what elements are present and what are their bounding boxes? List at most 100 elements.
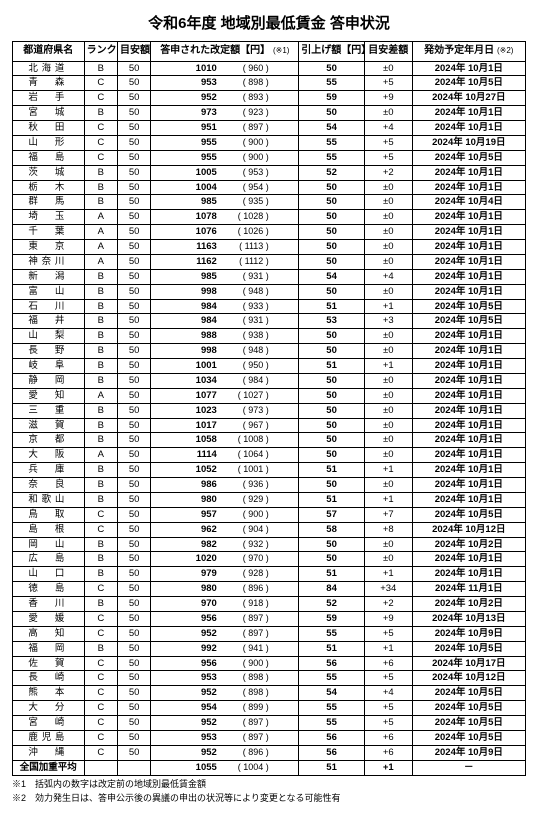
- cell-pref: 愛 媛: [13, 611, 85, 626]
- cell-raise: 50: [299, 195, 365, 210]
- cell-diff: ±0: [364, 106, 412, 121]
- table-row: 岐 阜B501001( 950 )51+12024年 10月1日: [13, 359, 526, 374]
- cell-date: 2024年 10月1日: [412, 344, 525, 359]
- cell-diff: +8: [364, 522, 412, 537]
- cell-date: 2024年 10月5日: [412, 299, 525, 314]
- cell-meyasu: 50: [117, 567, 150, 582]
- cell-raise: 59: [299, 611, 365, 626]
- cell-date: 2024年 10月9日: [412, 626, 525, 641]
- cell-pref: 山 口: [13, 567, 85, 582]
- cell-rank: B: [84, 403, 117, 418]
- cell-date: 2024年 10月1日: [412, 552, 525, 567]
- table-row: 東 京A501163( 1113 )50±02024年 10月1日: [13, 240, 526, 255]
- cell-revised: 956( 900 ): [151, 656, 299, 671]
- cell-avg-diff: +1: [364, 760, 412, 775]
- cell-meyasu: 50: [117, 135, 150, 150]
- cell-raise: 55: [299, 626, 365, 641]
- cell-meyasu: 50: [117, 463, 150, 478]
- cell-rank: B: [84, 314, 117, 329]
- cell-raise: 54: [299, 269, 365, 284]
- cell-rank: B: [84, 269, 117, 284]
- cell-rank: B: [84, 537, 117, 552]
- cell-rank: C: [84, 582, 117, 597]
- cell-meyasu: 50: [117, 299, 150, 314]
- cell-diff: ±0: [364, 373, 412, 388]
- cell-rank: C: [84, 76, 117, 91]
- cell-meyasu: 50: [117, 61, 150, 76]
- cell-date: 2024年 10月1日: [412, 240, 525, 255]
- table-row: 熊 本C50952( 898 )54+42024年 10月5日: [13, 686, 526, 701]
- cell-raise: 50: [299, 240, 365, 255]
- cell-rank: B: [84, 567, 117, 582]
- cell-date: 2024年 10月1日: [412, 373, 525, 388]
- cell-rank: B: [84, 165, 117, 180]
- cell-revised: 962( 904 ): [151, 522, 299, 537]
- cell-diff: +5: [364, 135, 412, 150]
- cell-revised: 1020( 970 ): [151, 552, 299, 567]
- table-row: 岩 手C50952( 893 )59+92024年 10月27日: [13, 91, 526, 106]
- cell-rank: B: [84, 373, 117, 388]
- cell-diff: +5: [364, 150, 412, 165]
- cell-rank: B: [84, 344, 117, 359]
- cell-meyasu: 50: [117, 641, 150, 656]
- cell-revised: 953( 897 ): [151, 730, 299, 745]
- cell-revised: 1005( 953 ): [151, 165, 299, 180]
- cell-pref: 静 岡: [13, 373, 85, 388]
- cell-pref: 北海道: [13, 61, 85, 76]
- header-row: 都道府県名 ランク 目安額 答申された改定額【円】 (※1) 引上げ額【円】 目…: [13, 42, 526, 62]
- cell-date: 2024年 10月1日: [412, 225, 525, 240]
- cell-diff: +5: [364, 671, 412, 686]
- cell-pref: 山 梨: [13, 329, 85, 344]
- table-row: 香 川B50970( 918 )52+22024年 10月2日: [13, 597, 526, 612]
- table-row: 京 都B501058( 1008 )50±02024年 10月1日: [13, 433, 526, 448]
- cell-pref: 徳 島: [13, 582, 85, 597]
- cell-raise: 56: [299, 656, 365, 671]
- cell-rank: C: [84, 701, 117, 716]
- cell-revised: 970( 918 ): [151, 597, 299, 612]
- cell-diff: +6: [364, 656, 412, 671]
- cell-pref: 熊 本: [13, 686, 85, 701]
- cell-meyasu: 50: [117, 284, 150, 299]
- cell-pref: 大 阪: [13, 448, 85, 463]
- cell-meyasu: 50: [117, 91, 150, 106]
- cell-diff: +4: [364, 121, 412, 136]
- th-revised: 答申された改定額【円】 (※1): [151, 42, 299, 62]
- cell-revised: 1004( 954 ): [151, 180, 299, 195]
- cell-revised: 988( 938 ): [151, 329, 299, 344]
- cell-pref: 福 井: [13, 314, 85, 329]
- cell-meyasu: 50: [117, 745, 150, 760]
- cell-diff: +1: [364, 299, 412, 314]
- cell-meyasu: 50: [117, 388, 150, 403]
- cell-revised: 1078( 1028 ): [151, 210, 299, 225]
- cell-diff: ±0: [364, 254, 412, 269]
- cell-rank: B: [84, 492, 117, 507]
- table-row: 大 阪A501114( 1064 )50±02024年 10月1日: [13, 448, 526, 463]
- cell-diff: ±0: [364, 537, 412, 552]
- cell-revised: 998( 948 ): [151, 344, 299, 359]
- cell-revised: 1163( 1113 ): [151, 240, 299, 255]
- cell-date: 2024年 10月13日: [412, 611, 525, 626]
- cell-rank: B: [84, 359, 117, 374]
- cell-diff: ±0: [364, 388, 412, 403]
- table-row: 福 井B50984( 931 )53+32024年 10月5日: [13, 314, 526, 329]
- cell-meyasu: 50: [117, 730, 150, 745]
- th-diff: 目安差額: [364, 42, 412, 62]
- cell-date: 2024年 10月5日: [412, 701, 525, 716]
- cell-date: 2024年 10月12日: [412, 522, 525, 537]
- cell-date: 2024年 10月5日: [412, 730, 525, 745]
- cell-revised: 1017( 967 ): [151, 418, 299, 433]
- cell-date: 2024年 10月5日: [412, 641, 525, 656]
- cell-rank: B: [84, 61, 117, 76]
- cell-diff: +4: [364, 269, 412, 284]
- cell-rank: C: [84, 507, 117, 522]
- cell-rank: C: [84, 671, 117, 686]
- table-row: 福 岡B50992( 941 )51+12024年 10月5日: [13, 641, 526, 656]
- cell-raise: 54: [299, 686, 365, 701]
- cell-date: 2024年 10月1日: [412, 165, 525, 180]
- cell-pref: 宮 崎: [13, 716, 85, 731]
- table-row: 神奈川A501162( 1112 )50±02024年 10月1日: [13, 254, 526, 269]
- cell-pref: 佐 賀: [13, 656, 85, 671]
- table-row: 群 馬B50985( 935 )50±02024年 10月4日: [13, 195, 526, 210]
- cell-meyasu: 50: [117, 492, 150, 507]
- cell-revised: 954( 899 ): [151, 701, 299, 716]
